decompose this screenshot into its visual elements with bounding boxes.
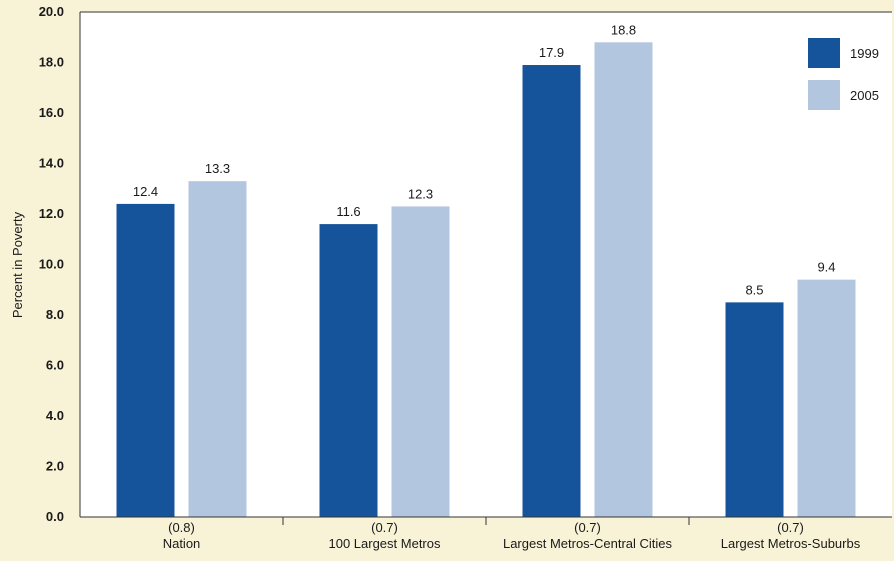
y-tick-label: 8.0 [46,307,64,322]
category-sub-label: (0.7) [371,520,398,535]
data-label: 13.3 [205,161,230,176]
data-labels-group: 12.4 13.3 11.6 12.3 17.9 18.8 8.5 9.4 [133,22,836,297]
data-label: 11.6 [336,204,360,219]
y-tick-label: 10.0 [39,257,64,272]
legend: 1999 2005 [808,38,879,110]
y-tick-label: 16.0 [39,105,64,120]
category-sub-label: (0.7) [574,520,601,535]
y-tick-label: 14.0 [39,156,64,171]
bar-1999-1 [319,224,378,517]
category-label: Largest Metros-Central Cities [503,536,673,551]
y-ticks-group: 0.0 2.0 4.0 6.0 8.0 10.0 12.0 14.0 16.0 18.0 20.0 [39,4,64,524]
bar-2005-1 [391,206,450,518]
bar-2005-3 [797,279,856,517]
legend-swatch-1999 [808,38,840,68]
legend-label-1999: 1999 [850,46,879,61]
data-label: 12.3 [408,186,433,201]
y-tick-label: 0.0 [46,509,64,524]
y-tick-label: 2.0 [46,459,64,474]
y-tick-label: 12.0 [39,206,64,221]
bar-1999-2 [522,65,581,518]
axes-group [79,11,892,525]
category-label: 100 Largest Metros [328,536,441,551]
bars-group [116,42,856,518]
y-axis-title: Percent in Poverty [10,211,25,318]
data-label: 8.5 [745,282,763,297]
y-tick-label: 4.0 [46,408,64,423]
data-label: 12.4 [133,184,158,199]
bar-1999-3 [725,302,784,517]
legend-swatch-2005 [808,80,840,110]
x-labels-group: (0.8)Nation(0.7)100 Largest Metros(0.7)L… [163,520,861,551]
data-label: 18.8 [611,22,636,37]
bar-2005-2 [594,42,653,518]
category-sub-label: (0.8) [168,520,195,535]
category-label: Largest Metros-Suburbs [721,536,861,551]
legend-label-2005: 2005 [850,88,879,103]
data-label: 9.4 [817,260,835,275]
data-label: 17.9 [539,45,564,60]
category-label: Nation [163,536,201,551]
y-tick-label: 20.0 [39,4,64,19]
bar-2005-0 [188,181,247,518]
y-tick-label: 18.0 [39,55,64,70]
category-sub-label: (0.7) [777,520,804,535]
bar-1999-0 [116,203,175,517]
y-tick-label: 6.0 [46,358,64,373]
